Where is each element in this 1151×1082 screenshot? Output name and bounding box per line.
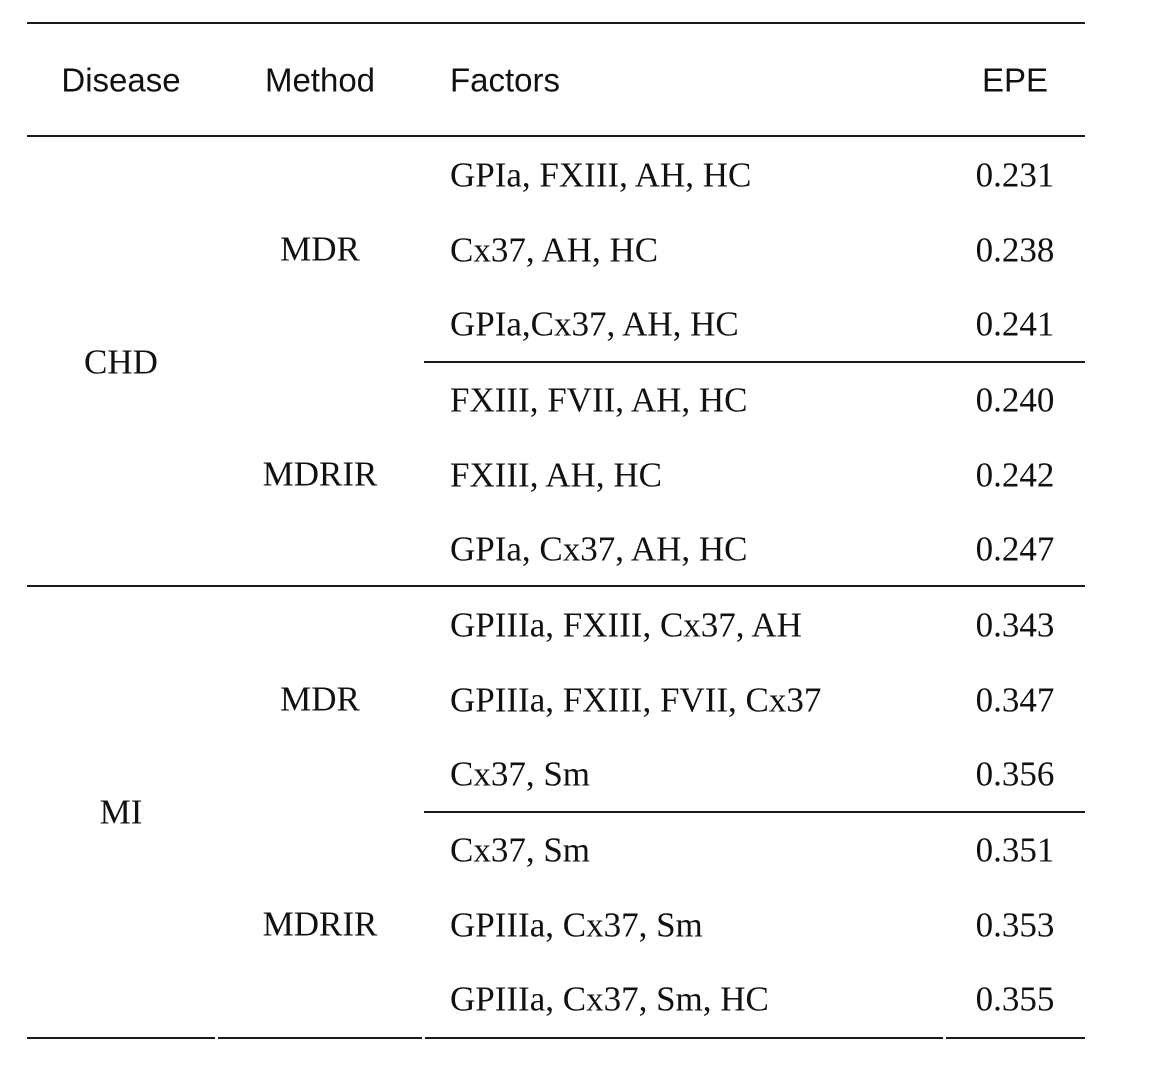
factors-cell: Cx37, Sm: [450, 754, 591, 794]
table-bottom-rule-epe: [946, 1037, 1085, 1039]
header-method: Method: [264, 61, 376, 99]
epe-cell: 0.353: [975, 905, 1055, 945]
epe-cell: 0.238: [975, 230, 1055, 270]
factors-cell: FXIII, AH, HC: [450, 455, 662, 495]
factors-cell: GPIa,Cx37, AH, HC: [450, 304, 739, 344]
header-bottom-rule: [27, 135, 1085, 137]
factors-cell: GPIIIa, FXIII, FVII, Cx37: [450, 680, 822, 720]
factors-cell: GPIIIa, Cx37, Sm, HC: [450, 979, 769, 1019]
disease-cell-chd: CHD: [84, 342, 158, 382]
mi-method-divider: [424, 811, 1085, 813]
epe-cell: 0.242: [975, 455, 1055, 495]
epe-cell: 0.356: [975, 754, 1055, 794]
factors-cell: Cx37, Sm: [450, 830, 591, 870]
chd-method-divider: [424, 361, 1085, 363]
method-cell-chd-mdrir: MDRIR: [262, 454, 378, 494]
factors-cell: GPIIIa, FXIII, Cx37, AH: [450, 605, 802, 645]
factors-cell: GPIa, Cx37, AH, HC: [450, 529, 748, 569]
epe-cell: 0.343: [975, 605, 1055, 645]
table-bottom-rule-factors: [425, 1037, 943, 1039]
header-factors: Factors: [450, 61, 561, 99]
method-cell-mi-mdr: MDR: [280, 679, 360, 719]
factors-cell: GPIa, FXIII, AH, HC: [450, 155, 752, 195]
disease-divider: [27, 585, 1085, 587]
epe-cell: 0.231: [975, 155, 1055, 195]
method-cell-mi-mdrir: MDRIR: [262, 904, 378, 944]
epe-cell: 0.247: [975, 529, 1055, 569]
table-bottom-rule-method: [218, 1037, 422, 1039]
factors-cell: GPIIIa, Cx37, Sm: [450, 905, 703, 945]
table-bottom-rule-disease: [27, 1037, 215, 1039]
epe-cell: 0.351: [975, 830, 1055, 870]
epe-cell: 0.355: [975, 979, 1055, 1019]
epe-cell: 0.241: [975, 304, 1055, 344]
method-cell-chd-mdr: MDR: [280, 229, 360, 269]
header-epe: EPE: [981, 61, 1049, 99]
epe-cell: 0.347: [975, 680, 1055, 720]
table-top-rule: [27, 22, 1085, 24]
header-disease: Disease: [61, 61, 181, 99]
factors-cell: Cx37, AH, HC: [450, 230, 659, 270]
disease-cell-mi: MI: [99, 792, 143, 832]
factors-cell: FXIII, FVII, AH, HC: [450, 380, 748, 420]
epe-cell: 0.240: [975, 380, 1055, 420]
